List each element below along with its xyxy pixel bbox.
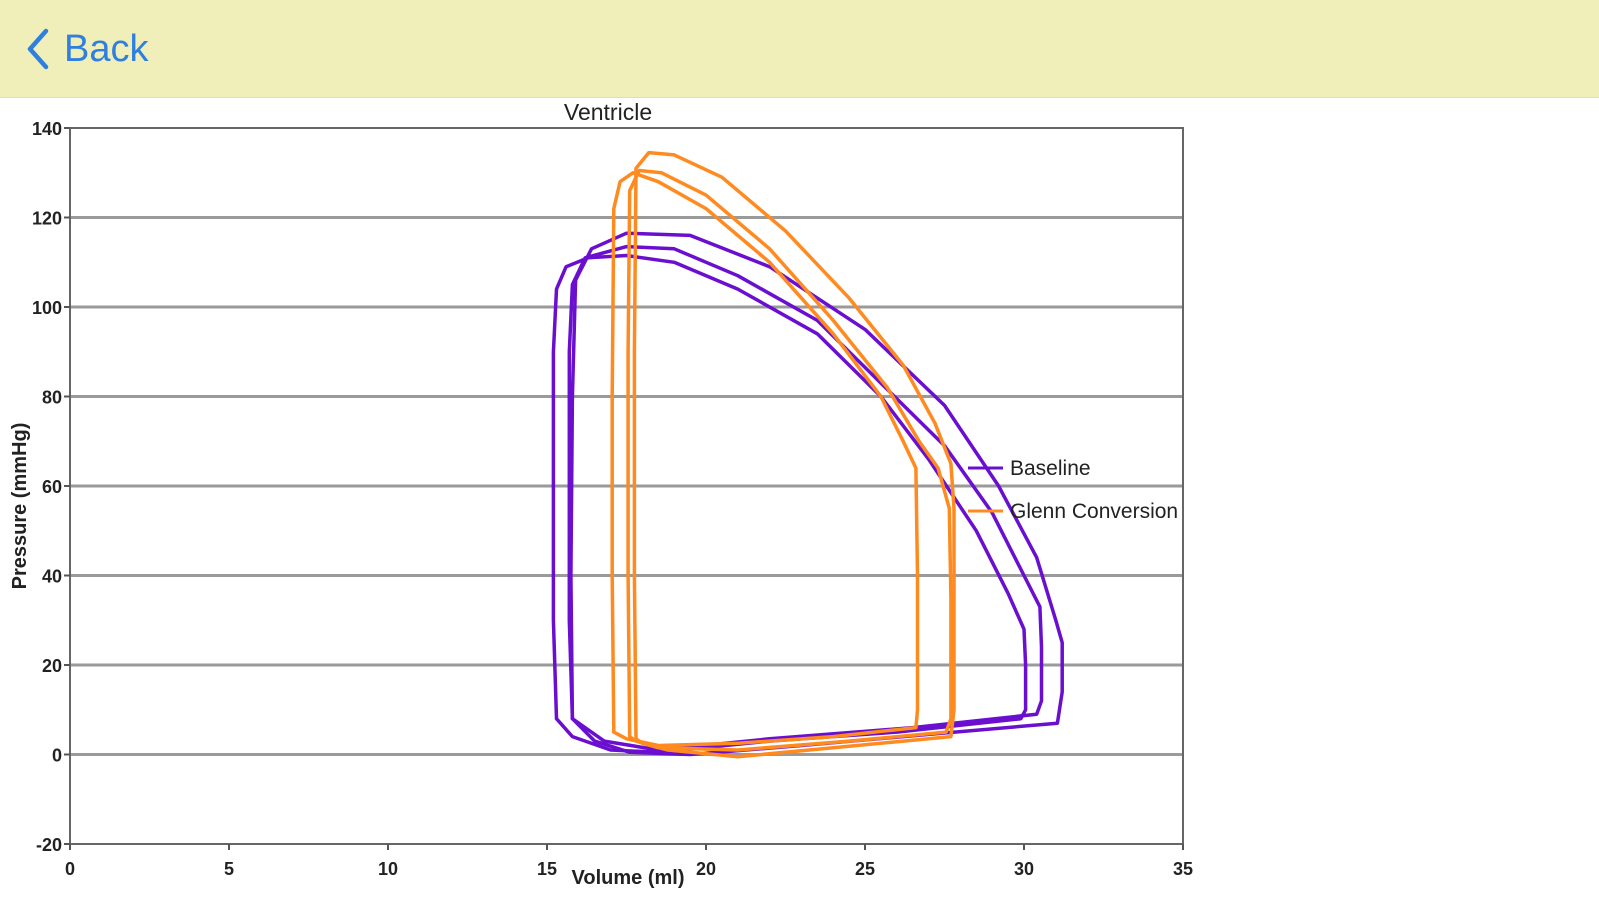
series-glenn-conversion-loop bbox=[632, 150, 956, 759]
x-tick-label: 0 bbox=[65, 859, 75, 879]
series-glenn-conversion-loop bbox=[610, 171, 920, 748]
x-tick-label: 30 bbox=[1014, 859, 1034, 879]
y-tick-label: 140 bbox=[32, 119, 62, 139]
y-tick-label: -20 bbox=[36, 835, 62, 855]
series-baseline-loop bbox=[569, 231, 1064, 757]
legend-label: Baseline bbox=[1010, 457, 1091, 480]
navigation-bar: Back bbox=[0, 0, 1599, 98]
y-tick-label: 80 bbox=[42, 388, 62, 408]
y-tick-label: 100 bbox=[32, 298, 62, 318]
x-tick-label: 15 bbox=[537, 859, 557, 879]
x-tick-label: 25 bbox=[855, 859, 875, 879]
y-tick-labels: -20 0 20 40 60 80 100 120 140 bbox=[32, 119, 70, 855]
y-axis-label: Pressure (mmHg) bbox=[9, 423, 31, 590]
x-tick-label: 5 bbox=[224, 859, 234, 879]
legend-label: Glenn Conversion bbox=[1010, 500, 1178, 523]
series-baseline-loop bbox=[567, 244, 1044, 752]
x-tick-label: 35 bbox=[1173, 859, 1193, 879]
back-button[interactable]: Back bbox=[26, 24, 148, 74]
back-button-label: Back bbox=[64, 27, 149, 70]
y-tick-label: 40 bbox=[42, 567, 62, 587]
series-glenn-conversion-loop bbox=[626, 168, 953, 752]
series-lines bbox=[551, 150, 1064, 759]
chevron-left-icon bbox=[27, 28, 49, 70]
x-axis-label: Volume (ml) bbox=[572, 867, 685, 889]
chart-title: Ventricle bbox=[564, 99, 652, 125]
x-tick-label: 10 bbox=[378, 859, 398, 879]
y-tick-label: 0 bbox=[52, 746, 62, 766]
y-tick-label: 60 bbox=[42, 477, 62, 497]
x-tick-labels: 0 5 10 15 20 25 30 35 bbox=[65, 844, 1193, 879]
x-tick-label: 20 bbox=[696, 859, 716, 879]
y-tick-label: 20 bbox=[42, 656, 62, 676]
legend: Baseline Glenn Conversion bbox=[968, 457, 1178, 523]
y-tick-label: 120 bbox=[32, 209, 62, 229]
